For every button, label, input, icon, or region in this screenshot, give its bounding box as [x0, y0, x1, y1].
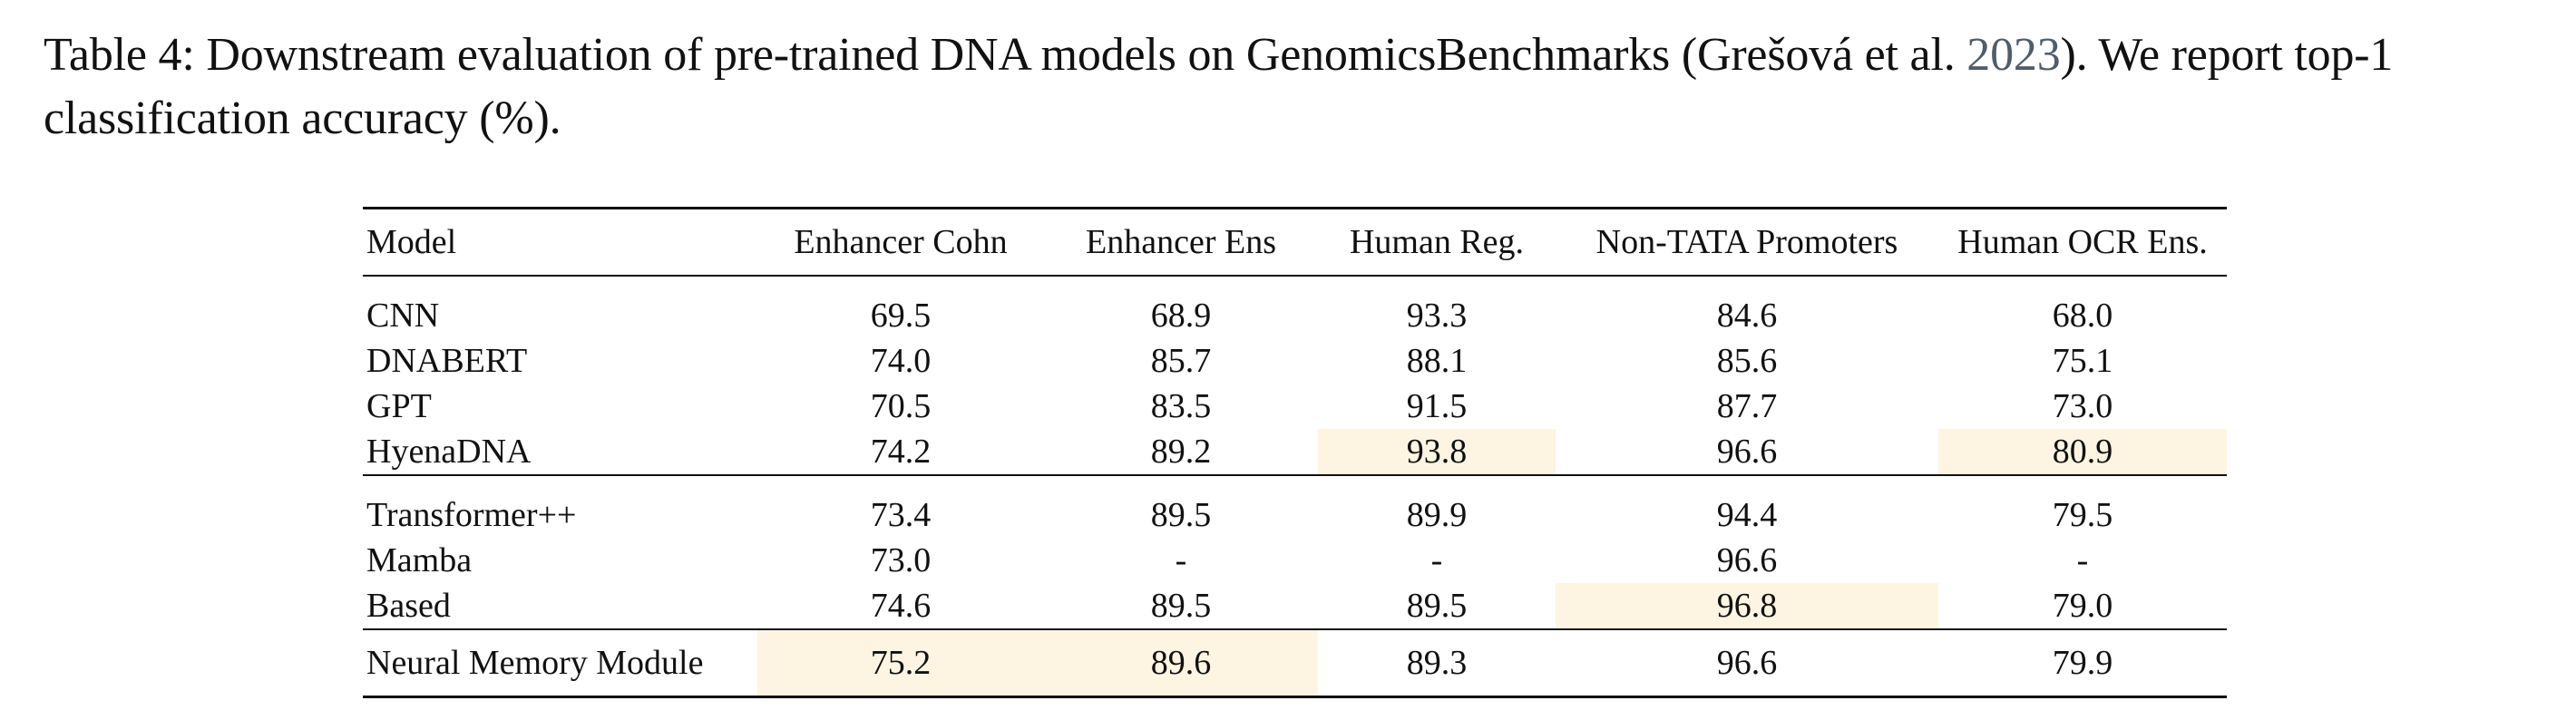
model-name-cell: Transformer++ [366, 496, 577, 534]
value-cell: 73.4 [870, 496, 932, 534]
model-name-cell: Mamba [366, 541, 473, 579]
table-caption: Table 4: Downstream evaluation of pre-tr… [44, 24, 2547, 151]
value-cell: 68.0 [2052, 297, 2113, 335]
value-cell: 84.6 [1716, 297, 1778, 335]
table-row: HyenaDNA 74.2 89.2 93.8 96.6 80.9 [363, 429, 2227, 476]
value-cell: 87.7 [1716, 387, 1778, 425]
value-cell: 73.0 [870, 541, 932, 579]
header-enhancer-ens: Enhancer Ens [1044, 207, 1318, 277]
best-value-cell: 96.8 [1556, 583, 1938, 630]
model-name-cell: Based [363, 583, 757, 630]
value-cell: 85.7 [1150, 342, 1212, 380]
value-cell: - [1175, 541, 1187, 579]
best-value-cell: 89.6 [1044, 629, 1318, 698]
value-cell: - [1430, 541, 1443, 579]
caption-text-prefix: Table 4: Downstream evaluation of pre-tr… [44, 29, 1967, 81]
value-cell: 89.9 [1406, 496, 1468, 534]
value-cell: 83.5 [1150, 387, 1212, 425]
value-cell: 96.6 [1716, 541, 1778, 579]
header-human-reg: Human Reg. [1318, 207, 1556, 277]
best-value-cell: 75.2 [757, 629, 1044, 698]
model-name-cell: DNABERT [366, 342, 528, 380]
value-cell: 89.2 [1044, 429, 1318, 476]
value-cell: 96.6 [1556, 429, 1938, 476]
best-value-cell: 80.9 [1938, 429, 2227, 476]
value-cell: 89.5 [1044, 583, 1318, 630]
table-row: DNABERT 74.0 85.7 88.1 85.6 75.1 [363, 338, 2227, 384]
value-cell: 74.0 [870, 342, 932, 380]
model-name-cell: GPT [366, 387, 432, 425]
value-cell: 79.5 [2052, 496, 2113, 534]
value-cell: 96.6 [1556, 629, 1938, 698]
value-cell: 73.0 [2052, 387, 2113, 425]
header-human-ocr-ens: Human OCR Ens. [1938, 207, 2227, 277]
value-cell: 79.9 [1938, 629, 2227, 698]
table-row: Neural Memory Module 75.2 89.6 89.3 96.6… [363, 629, 2227, 698]
value-cell: 68.9 [1150, 297, 1212, 335]
value-cell: 89.3 [1318, 629, 1556, 698]
header-model: Model [363, 207, 757, 277]
table-row: Mamba 73.0 - - 96.6 - [363, 538, 2227, 583]
value-cell: 93.3 [1406, 297, 1468, 335]
value-cell: 89.5 [1318, 583, 1556, 630]
value-cell: 91.5 [1406, 387, 1468, 425]
value-cell: - [2076, 541, 2089, 579]
value-cell: 70.5 [870, 387, 932, 425]
model-name-cell: Neural Memory Module [363, 629, 757, 698]
value-cell: 75.1 [2052, 342, 2113, 380]
value-cell: 89.5 [1150, 496, 1212, 534]
value-cell: 85.6 [1716, 342, 1778, 380]
table-row: Based 74.6 89.5 89.5 96.8 79.0 [363, 583, 2227, 630]
model-name-cell: CNN [366, 297, 440, 335]
value-cell: 88.1 [1406, 342, 1468, 380]
value-cell: 74.6 [757, 583, 1044, 630]
results-table-container: Model Enhancer Cohn Enhancer Ens Human R… [363, 207, 2227, 698]
citation-year-link[interactable]: 2023 [1966, 29, 2061, 81]
results-table: Model Enhancer Cohn Enhancer Ens Human R… [363, 207, 2227, 698]
table-header-row: Model Enhancer Cohn Enhancer Ens Human R… [363, 207, 2227, 277]
table-row: CNN 69.5 68.9 93.3 84.6 68.0 [363, 276, 2227, 338]
caption-text-suffix: ). We report top-1 classification accura… [44, 29, 2394, 144]
table-row: GPT 70.5 83.5 91.5 87.7 73.0 [363, 384, 2227, 429]
table-row: Transformer++ 73.4 89.5 89.9 94.4 79.5 [363, 475, 2227, 538]
header-non-tata-promoters: Non-TATA Promoters [1556, 207, 1938, 277]
value-cell: 69.5 [870, 297, 932, 335]
value-cell: 74.2 [757, 429, 1044, 476]
value-cell: 94.4 [1716, 496, 1778, 534]
model-name-cell: HyenaDNA [363, 429, 757, 476]
header-enhancer-cohn: Enhancer Cohn [757, 207, 1044, 277]
value-cell: 79.0 [1938, 583, 2227, 630]
best-value-cell: 93.8 [1318, 429, 1556, 476]
